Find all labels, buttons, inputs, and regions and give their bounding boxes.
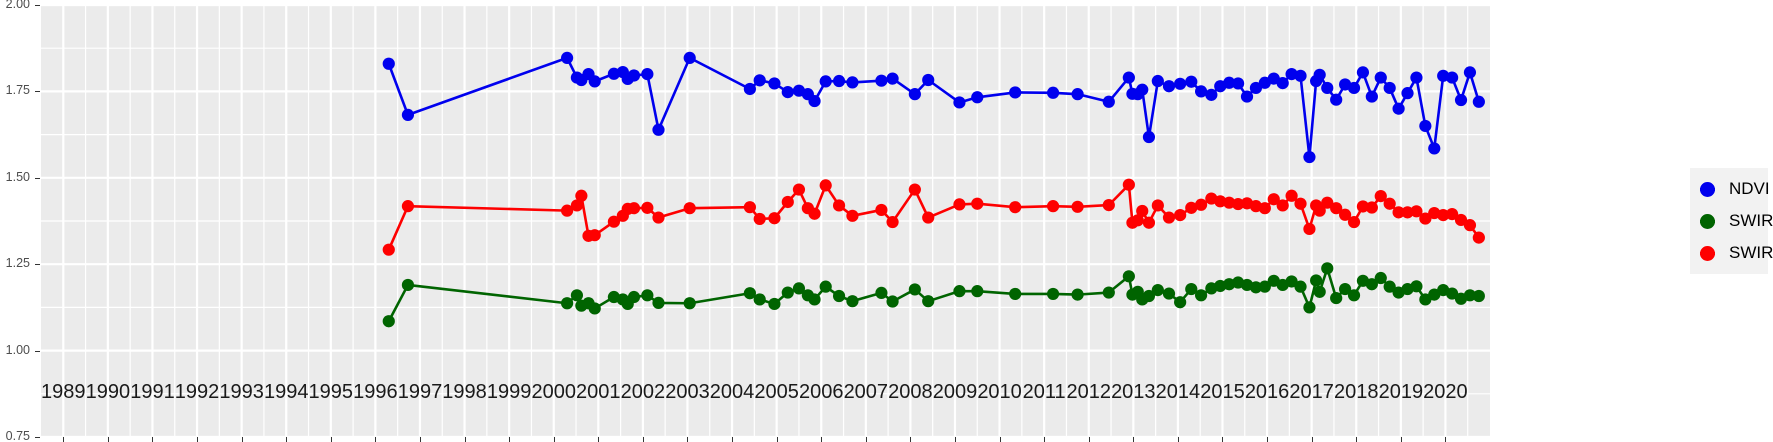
x-tick-mark — [152, 437, 154, 442]
legend-item-swir1[interactable]: SWIR1 — [1690, 237, 1773, 269]
x-tick-mark — [286, 437, 288, 442]
y-tick-mark — [35, 350, 40, 352]
x-tick-mark — [910, 437, 912, 442]
x-tick-label: 2001 — [576, 381, 621, 403]
x-tick-mark — [375, 437, 377, 442]
x-tick-mark — [1088, 437, 1090, 442]
legend-item-label: SWIR1 — [1729, 243, 1773, 262]
x-tick-label: 2015 — [1200, 381, 1245, 403]
y-tick-label: 2.00 — [5, 0, 30, 11]
x-tick-label: 1989 — [41, 381, 86, 403]
y-tick-mark — [35, 5, 40, 6]
y-tick-label: 1.50 — [5, 169, 30, 184]
x-tick-mark — [732, 437, 734, 442]
x-tick-mark — [687, 437, 689, 442]
plot-panel — [41, 5, 1490, 437]
x-tick-label: 2011 — [1022, 381, 1066, 403]
y-tick-label: 1.25 — [5, 256, 30, 271]
x-tick-mark — [419, 437, 421, 442]
x-tick-label: 1997 — [397, 381, 443, 403]
x-tick-mark — [553, 437, 555, 442]
x-tick-mark — [1222, 437, 1224, 442]
x-tick-label: 2019 — [1378, 381, 1424, 403]
x-tick-label: 2009 — [932, 381, 978, 403]
x-tick-mark — [999, 437, 1001, 442]
x-tick-mark — [598, 437, 600, 442]
x-tick-mark — [464, 437, 466, 442]
x-tick-label: 2013 — [1111, 381, 1156, 403]
x-tick-label: 2008 — [888, 381, 933, 403]
x-tick-label: 2017 — [1289, 381, 1334, 403]
legend-marker-icon — [1700, 242, 1715, 264]
x-tick-mark — [776, 437, 778, 442]
x-tick-mark — [509, 437, 511, 442]
x-tick-label: 1993 — [219, 381, 264, 403]
x-tick-label: 2020 — [1423, 381, 1468, 403]
x-tick-mark — [197, 437, 199, 442]
x-tick-mark — [1044, 437, 1046, 442]
x-tick-mark — [63, 437, 65, 442]
y-tick-mark — [35, 91, 40, 93]
x-tick-label: 2014 — [1155, 381, 1201, 403]
x-tick-label: 2002 — [620, 381, 666, 403]
x-tick-mark — [1267, 437, 1269, 442]
x-tick-label: 2018 — [1333, 381, 1379, 403]
x-tick-mark — [241, 437, 243, 442]
legend-item-label: SWIR2 — [1729, 211, 1773, 230]
legend-item-ndvi[interactable]: NDVI — [1690, 173, 1770, 205]
x-tick-label: 2000 — [531, 381, 576, 403]
x-tick-mark — [1133, 437, 1135, 442]
legend-marker-icon — [1700, 178, 1715, 200]
y-tick-mark — [35, 264, 40, 266]
x-tick-label: 2004 — [709, 381, 755, 403]
x-tick-label: 1991 — [130, 381, 175, 403]
x-tick-label: 1992 — [174, 381, 220, 403]
x-tick-mark — [330, 437, 332, 442]
legend-item-label: NDVI — [1729, 179, 1770, 198]
x-tick-label: 2016 — [1244, 381, 1290, 403]
y-tick-label: 1.00 — [5, 342, 30, 357]
x-tick-label: 1995 — [308, 381, 354, 403]
x-tick-label: 2007 — [843, 381, 889, 403]
x-tick-label: 2006 — [798, 381, 844, 403]
y-tick-mark — [35, 437, 40, 438]
x-tick-label: 2012 — [1066, 381, 1111, 403]
x-tick-mark — [1445, 437, 1447, 442]
x-tick-mark — [865, 437, 867, 442]
x-tick-mark — [821, 437, 823, 442]
x-tick-label: 1990 — [85, 381, 131, 403]
y-tick-label: 0.75 — [5, 429, 30, 442]
y-tick-mark — [35, 177, 40, 179]
x-tick-label: 1996 — [353, 381, 398, 403]
chart-legend: NDVI SWIR2 SWIR1 — [1690, 168, 1773, 274]
x-tick-mark — [954, 437, 956, 442]
x-tick-mark — [1177, 437, 1179, 442]
legend-item-swir2[interactable]: SWIR2 — [1690, 205, 1773, 237]
x-tick-label: 2003 — [665, 381, 710, 403]
x-tick-label: 2005 — [754, 381, 799, 403]
x-tick-mark — [1356, 437, 1358, 442]
x-tick-label: 1994 — [263, 381, 309, 403]
x-tick-label: 1998 — [442, 381, 487, 403]
x-tick-mark — [642, 437, 644, 442]
x-tick-label: 1999 — [486, 381, 532, 403]
legend-marker-icon — [1700, 210, 1715, 232]
x-tick-mark — [1311, 437, 1313, 442]
x-tick-mark — [107, 437, 109, 442]
x-tick-label: 2010 — [977, 381, 1022, 403]
x-tick-mark — [1400, 437, 1402, 442]
y-tick-label: 1.75 — [5, 83, 30, 98]
